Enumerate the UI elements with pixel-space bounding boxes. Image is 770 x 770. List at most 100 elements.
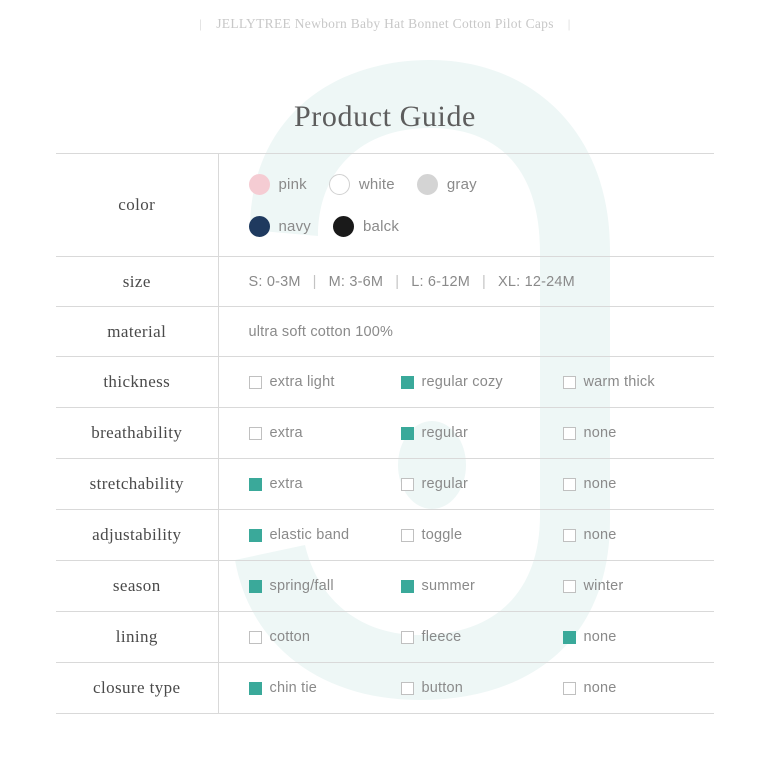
option-closure-chin-tie[interactable]: chin tie [248,680,318,696]
swatch-label-navy: navy [278,217,311,235]
option-label: none [583,680,617,696]
option-lining-none[interactable]: none [562,629,617,645]
color-option-black[interactable]: balck [333,215,400,237]
option-row-lining: cotton fleece none [248,612,715,662]
option-label: none [583,425,617,441]
checkbox-unchecked-icon[interactable] [400,681,414,695]
checkbox-checked-icon[interactable] [248,477,262,491]
color-option-gray[interactable]: gray [416,173,477,195]
option-row-season: spring/fall summer winter [248,561,715,611]
swatch-dot-white [328,173,350,195]
checkbox-unchecked-icon[interactable] [400,477,414,491]
brand-bar-left: | [199,16,203,31]
checkbox-checked-icon[interactable] [248,579,262,593]
checkbox-checked-icon[interactable] [400,579,414,593]
swatch-label-white: white [358,175,395,193]
spec-value-lining: cotton fleece none [218,612,714,663]
option-label: extra [269,425,303,441]
option-label: regular [421,425,469,441]
swatch-label-pink: pink [278,175,307,193]
option-breathability-extra[interactable]: extra [248,425,303,441]
table-row-breathability: breathability extra regular [56,407,714,459]
checkbox-unchecked-icon[interactable] [248,375,262,389]
spec-label-season: season [56,560,219,612]
checkbox-unchecked-icon[interactable] [562,528,576,542]
color-option-navy[interactable]: navy [248,215,312,237]
option-closure-none[interactable]: none [562,680,617,696]
option-label: none [583,527,617,543]
option-lining-fleece[interactable]: fleece [400,629,462,645]
checkbox-checked-icon[interactable] [562,630,576,644]
table-row-season: season spring/fall summer wi [56,560,715,612]
color-swatch-line-1: pink white gray [248,173,715,195]
checkbox-unchecked-icon[interactable] [248,630,262,644]
checkbox-unchecked-icon[interactable] [562,426,576,440]
option-season-winter[interactable]: winter [562,578,624,594]
table-row-material: material ultra soft cotton 100% [56,306,714,357]
option-stretchability-extra[interactable]: extra [248,476,303,492]
checkbox-unchecked-icon[interactable] [400,528,414,542]
spec-label-size: size [56,256,219,307]
color-swatch-line-2: navy balck [248,215,715,237]
page-title: Product Guide [294,100,476,133]
spec-label-material: material [56,306,219,357]
size-item-s: S: 0-3M [248,273,301,290]
color-option-pink[interactable]: pink [248,173,307,195]
spec-label-closure-type: closure type [56,662,219,714]
option-label: cotton [269,629,311,645]
option-label: fleece [421,629,462,645]
color-option-white[interactable]: white [328,173,395,195]
spec-value-color: pink white gray [218,154,714,257]
option-lining-cotton[interactable]: cotton [248,629,311,645]
checkbox-checked-icon[interactable] [248,681,262,695]
option-thickness-regular-cozy[interactable]: regular cozy [400,374,503,390]
size-item-xl: XL: 12-24M [497,273,575,290]
spec-label-stretchability: stretchability [56,458,219,510]
option-label: regular cozy [421,374,503,390]
checkbox-unchecked-icon[interactable] [562,477,576,491]
brand-title: JELLYTREE Newborn Baby Hat Bonnet Cotton… [216,16,554,31]
spec-value-adjustability: elastic band toggle none [218,510,714,561]
swatch-dot-black [333,215,354,237]
checkbox-checked-icon[interactable] [400,426,414,440]
option-label: extra light [269,374,335,390]
option-thickness-warm-thick[interactable]: warm thick [562,374,655,390]
option-row-stretchability: extra regular none [248,459,715,509]
checkbox-unchecked-icon[interactable] [400,630,414,644]
option-label: regular [421,476,469,492]
swatch-label-black: balck [363,217,400,235]
size-separator-1: | [312,273,317,290]
option-adjustability-elastic-band[interactable]: elastic band [248,527,350,543]
spec-label-color: color [56,153,219,257]
table-row-thickness: thickness extra light regular cozy [56,356,714,408]
option-closure-button[interactable]: button [400,680,464,696]
option-adjustability-none[interactable]: none [562,527,617,543]
spec-label-thickness: thickness [56,356,219,408]
option-row-adjustability: elastic band toggle none [248,510,715,560]
brand-bar-right: | [567,16,571,31]
spec-label-lining: lining [56,611,219,663]
size-item-l: L: 6-12M [411,273,471,290]
checkbox-unchecked-icon[interactable] [562,579,576,593]
spec-label-adjustability: adjustability [56,509,219,561]
option-breathability-none[interactable]: none [562,425,617,441]
option-adjustability-toggle[interactable]: toggle [400,527,463,543]
checkbox-checked-icon[interactable] [400,375,414,389]
checkbox-unchecked-icon[interactable] [562,375,576,389]
option-season-summer[interactable]: summer [400,578,476,594]
swatch-dot-pink [248,173,270,195]
checkbox-unchecked-icon[interactable] [248,426,262,440]
spec-label-breathability: breathability [56,407,219,459]
option-stretchability-none[interactable]: none [562,476,617,492]
checkbox-unchecked-icon[interactable] [562,681,576,695]
size-separator-2: | [395,273,400,290]
option-label: chin tie [269,680,318,696]
option-breathability-regular[interactable]: regular [400,425,469,441]
checkbox-checked-icon[interactable] [248,528,262,542]
option-thickness-extra-light[interactable]: extra light [248,374,335,390]
spec-value-size: S: 0-3M | M: 3-6M | L: 6-12M | XL: 12-24… [218,257,714,307]
option-season-spring-fall[interactable]: spring/fall [248,578,334,594]
option-stretchability-regular[interactable]: regular [400,476,469,492]
option-label: toggle [421,527,463,543]
product-spec-table: color pink white gray [56,153,714,714]
